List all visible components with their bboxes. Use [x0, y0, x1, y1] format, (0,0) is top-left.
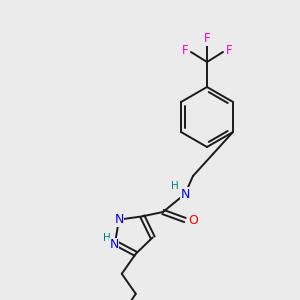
Text: H: H	[171, 181, 179, 191]
Text: F: F	[204, 32, 210, 46]
Text: H: H	[103, 233, 111, 243]
Text: N: N	[109, 238, 119, 251]
Text: N: N	[180, 188, 190, 200]
Text: O: O	[188, 214, 198, 227]
Text: N: N	[114, 213, 124, 226]
Text: F: F	[182, 44, 188, 58]
Text: F: F	[226, 44, 232, 58]
